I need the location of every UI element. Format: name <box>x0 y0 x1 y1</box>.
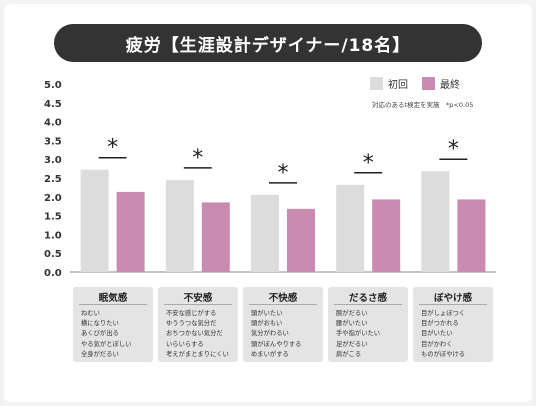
category-item: ゆううつな気分だ <box>166 320 217 328</box>
statistics-note: 対応のあるt検定を実施 *p<0.05 <box>372 101 474 109</box>
category-items: 頭がいたい 頭がおもい 気分がわるい 頭がぼんやりする めまいがする <box>251 309 301 360</box>
category-item: 腕がだるい <box>336 310 368 317</box>
y-tick-label: 2.0 <box>44 193 62 204</box>
y-tick-label: 5.0 <box>44 80 62 91</box>
category-items: 不安な感じがする ゆううつな気分だ おちつかない気分だ いらいらする 考えがまと… <box>166 309 229 360</box>
legend: 初回 最終 <box>370 76 474 91</box>
category-divider <box>79 304 147 305</box>
y-tick-label: 1.0 <box>44 230 62 241</box>
category-item: 肩がこる <box>336 350 362 358</box>
category-item: いらいらする <box>166 340 204 348</box>
significance-star: * <box>448 137 459 162</box>
significance-star: * <box>192 146 203 171</box>
category-box-title: だるさ感 <box>348 293 387 304</box>
category-item: 不安な感じがする <box>166 310 217 317</box>
category-item: おちつかない気分だ <box>166 330 223 338</box>
category-item: 目がかわく <box>421 340 453 348</box>
category-item: 全身がだるい <box>81 350 119 358</box>
category-box-sleepiness: 眠気感 ねむい 横になりたい あくびが出る やる気がとぼしい 全身がだるい <box>73 287 153 362</box>
category-items: 腕がだるい 腰がいたい 手や指がいたい 足がだるい 肩がこる <box>336 309 380 360</box>
category-box-anxiety: 不安感 不安な感じがする ゆううつな気分だ おちつかない気分だ いらいらする 考… <box>158 287 238 362</box>
bar-chart: 0.0 0.5 1.0 1.5 2.0 2.5 3.0 3.5 4.0 4.5 5.0 * * * * * <box>44 80 496 279</box>
y-tick-label: 4.5 <box>44 99 62 110</box>
legend-item-first: 初回 <box>370 76 408 91</box>
category-item: 頭がいたい <box>251 310 283 317</box>
category-item: ねむい <box>81 310 100 317</box>
category-box-title: 不快感 <box>268 293 298 304</box>
category-item: 目がしょぼつく <box>421 310 466 317</box>
y-tick-label: 3.0 <box>44 155 62 166</box>
category-item: 考えがまとまりにくい <box>166 350 229 358</box>
bar-first <box>336 184 365 272</box>
bar-first <box>165 179 194 272</box>
category-item: めまいがする <box>251 350 289 358</box>
category-divider <box>164 304 232 305</box>
category-divider <box>249 304 317 305</box>
category-item: あくびが出る <box>81 330 119 338</box>
category-box-title: 眠気感 <box>98 293 128 304</box>
legend-label-last: 最終 <box>440 80 460 91</box>
category-item: 頭がおもい <box>251 320 283 328</box>
bar-first <box>80 169 109 272</box>
y-tick-label: 0.5 <box>44 249 62 260</box>
category-item: 目がつかれる <box>421 320 459 328</box>
category-box-title: 不安感 <box>183 293 213 304</box>
category-item: 目がいたい <box>421 330 453 338</box>
category-item: ものがぼやける <box>421 350 466 358</box>
significance-star: * <box>278 161 289 186</box>
category-item: 足がだるい <box>336 340 368 348</box>
category-item: やる気がとぼしい <box>81 340 132 348</box>
y-tick-label: 2.5 <box>44 174 62 185</box>
category-box-blurriness: ぼやけ感 目がしょぼつく 目がつかれる 目がいたい 目がかわく ものがぼやける <box>413 287 493 362</box>
category-items: 目がしょぼつく 目がつかれる 目がいたい 目がかわく ものがぼやける <box>421 309 465 360</box>
category-item: 頭がぼんやりする <box>251 340 302 348</box>
category-item: 手や指がいたい <box>336 330 381 338</box>
category-item: 気分がわるい <box>251 330 289 338</box>
bar-first <box>251 194 279 272</box>
category-box-discomfort: 不快感 頭がいたい 頭がおもい 気分がわるい 頭がぼんやりする めまいがする <box>243 287 323 362</box>
category-divider <box>419 304 487 305</box>
y-tick-label: 4.0 <box>44 118 62 129</box>
category-items: ねむい 横になりたい あくびが出る やる気がとぼしい 全身がだるい <box>81 309 131 360</box>
y-tick-label: 3.5 <box>44 136 62 147</box>
legend-label-first: 初回 <box>388 80 408 91</box>
chart-title: 疲労【生涯設計デザイナー/18名】 <box>54 24 482 62</box>
legend-swatch-first <box>370 77 383 90</box>
bar-last <box>201 202 230 272</box>
category-box-title: ぼやけ感 <box>433 293 472 304</box>
legend-item-last: 最終 <box>422 76 460 91</box>
y-tick-label: 1.5 <box>44 212 62 223</box>
bar-last <box>457 199 486 272</box>
significance-star: * <box>363 151 374 176</box>
bar-first <box>421 171 450 272</box>
bar-last <box>287 208 315 272</box>
category-item: 腰がいたい <box>336 320 368 328</box>
y-tick-label: 0.0 <box>44 268 62 279</box>
legend-swatch-last <box>422 77 435 90</box>
category-box-fatigue: だるさ感 腕がだるい 腰がいたい 手や指がいたい 足がだるい 肩がこる <box>328 287 408 362</box>
category-divider <box>334 304 402 305</box>
category-item: 横になりたい <box>81 320 119 328</box>
significance-star: * <box>107 136 118 161</box>
bar-last <box>116 191 145 272</box>
bar-last <box>372 199 401 272</box>
